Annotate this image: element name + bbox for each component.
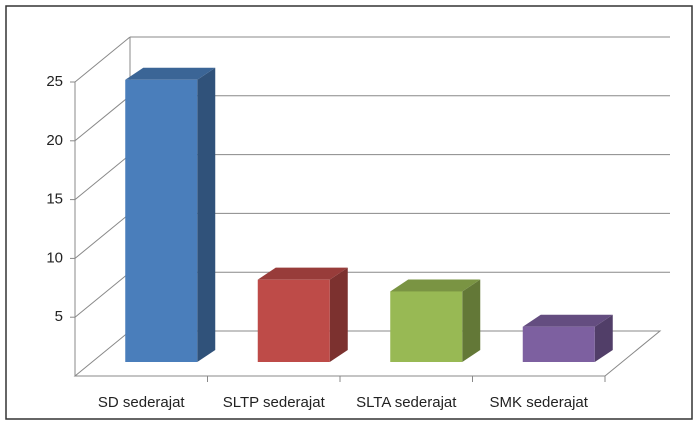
x-tick-label: SMK sederajat (490, 394, 589, 411)
x-tick-label: SD sederajat (98, 394, 186, 411)
y-tick-label: 5 (55, 308, 63, 325)
grid-line-side (74, 154, 131, 200)
y-tick-label: 10 (46, 249, 63, 266)
bar-top (125, 67, 216, 80)
bar-side (329, 267, 348, 362)
floor (73, 330, 662, 377)
grid-line-side (74, 271, 131, 318)
bar-top (257, 267, 348, 280)
grid-line-side (74, 95, 131, 142)
grid-line-side (74, 36, 131, 83)
bar-top (522, 314, 613, 327)
bar-side (197, 67, 216, 362)
bar (125, 79, 198, 362)
bar (390, 291, 463, 362)
bar (257, 279, 330, 362)
y-tick-label: 15 (46, 191, 63, 208)
bar (522, 326, 595, 362)
y-tick-label: 25 (46, 73, 63, 90)
x-tick-label: SLTA sederajat (356, 394, 457, 411)
bar-top (390, 279, 481, 292)
y-tick-label: 20 (46, 132, 63, 149)
bar-side (462, 279, 481, 362)
grid-line-side (74, 213, 131, 259)
x-tick-label: SLTP sederajat (223, 394, 326, 411)
bar-side (594, 314, 613, 362)
